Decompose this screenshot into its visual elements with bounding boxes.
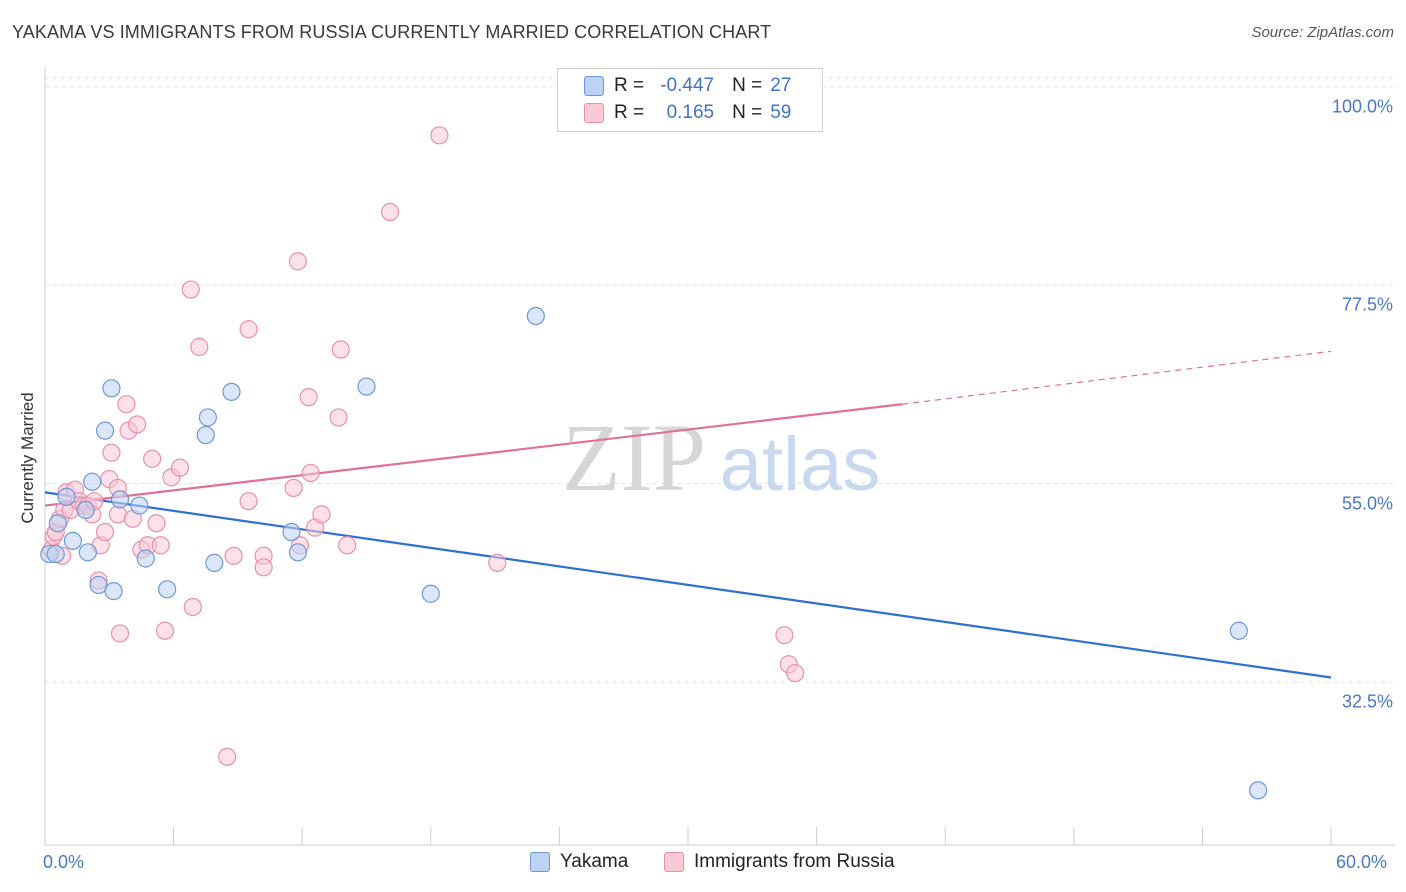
russia-point	[218, 747, 237, 766]
yakama-point	[63, 531, 82, 550]
russia-point	[775, 626, 794, 645]
correlation-legend: R = -0.447 N = 27 R = 0.165 N = 59	[557, 68, 823, 132]
russia-point	[239, 492, 258, 511]
russia-point	[786, 663, 805, 683]
russia-point	[488, 553, 507, 572]
russia-point	[301, 463, 320, 483]
russia-point	[329, 408, 348, 427]
yakama-point	[1229, 621, 1248, 640]
russia-point	[239, 320, 258, 339]
yakama-point	[357, 377, 376, 396]
russia-point	[117, 395, 136, 414]
russia-point	[254, 558, 273, 577]
legend-label-yakama: Yakama	[560, 851, 629, 872]
yakama-point	[104, 581, 123, 601]
russia-trend-extension	[902, 350, 1332, 405]
russia-point	[183, 597, 202, 617]
russia-point	[155, 621, 175, 640]
russia-point	[430, 126, 449, 145]
yakama-point	[196, 425, 215, 445]
russia-point	[338, 536, 357, 555]
legend-item-russia[interactable]: Immigrants from Russia	[664, 851, 895, 873]
yakama-point	[83, 472, 102, 491]
yakama-point	[136, 549, 155, 568]
yakama-swatch	[530, 852, 550, 872]
russia-point	[312, 505, 331, 524]
legend-item-yakama[interactable]: Yakama	[530, 851, 628, 873]
russia-point	[110, 624, 130, 643]
russia-point	[147, 514, 166, 533]
n-label: N =	[732, 75, 763, 96]
yakama-point	[130, 496, 149, 515]
axes	[44, 66, 1395, 846]
data-points	[40, 126, 1268, 800]
r-value-yakama: -0.447	[660, 75, 715, 96]
yakama-point	[76, 500, 95, 520]
russia-point	[108, 505, 127, 524]
watermark-atlas: atlas	[720, 422, 881, 507]
legend-row-russia: R = 0.165 N = 59	[584, 101, 791, 125]
yakama-point	[46, 544, 65, 564]
r-label: R =	[614, 102, 645, 123]
source-label: Source: ZipAtlas.com	[1251, 24, 1394, 41]
yakama-point	[48, 514, 67, 533]
russia-point	[284, 478, 303, 498]
gridlines	[45, 77, 1395, 683]
yakama-point	[78, 543, 97, 562]
yakama-point	[288, 543, 308, 562]
russia-trend-line	[44, 403, 903, 507]
yakama-point	[110, 490, 130, 509]
russia-point	[95, 522, 115, 542]
x-tick-max: 60.0%	[1336, 852, 1388, 872]
yakama-point	[95, 421, 115, 440]
y-tick-label: 77.5%	[1341, 294, 1393, 315]
russia-point	[380, 202, 400, 222]
trend-lines	[44, 350, 1332, 679]
y-tick-label: 32.5%	[1341, 691, 1393, 712]
watermark: ZIP atlas	[562, 404, 880, 511]
russia-point	[288, 252, 308, 271]
russia-point	[102, 443, 121, 462]
russia-swatch	[584, 103, 604, 123]
yakama-point	[222, 382, 241, 401]
russia-point	[170, 458, 190, 477]
russia-point	[181, 280, 200, 299]
russia-point	[151, 536, 170, 555]
yakama-trend-line	[44, 491, 1332, 679]
series-legend: Yakama Immigrants from Russia	[0, 851, 1406, 877]
yakama-point	[1249, 781, 1268, 800]
yakama-swatch	[584, 76, 604, 96]
yakama-point	[57, 487, 76, 506]
russia-swatch	[664, 852, 684, 872]
x-tick-min: 0.0%	[43, 852, 85, 872]
russia-point	[224, 546, 243, 565]
russia-point	[128, 415, 147, 434]
watermark-zip: ZIP	[562, 404, 706, 511]
legend-row-yakama: R = -0.447 N = 27	[584, 74, 791, 98]
n-value-yakama: 27	[770, 75, 792, 96]
yakama-point	[198, 408, 217, 427]
yakama-point	[282, 522, 301, 542]
russia-point	[143, 449, 162, 468]
yakama-point	[526, 306, 545, 326]
yakama-point	[158, 580, 177, 599]
yakama-point	[205, 553, 224, 572]
russia-point	[331, 340, 350, 359]
y-tick-label: 55.0%	[1341, 493, 1393, 514]
russia-point	[190, 337, 209, 356]
r-value-russia: 0.165	[666, 102, 715, 123]
r-label: R =	[614, 75, 645, 96]
n-value-russia: 59	[770, 102, 792, 123]
y-tick-label: 100.0%	[1331, 96, 1393, 117]
yakama-point	[421, 584, 440, 603]
n-label: N =	[732, 102, 763, 123]
legend-label-russia: Immigrants from Russia	[694, 851, 895, 872]
yakama-point	[102, 379, 121, 398]
chart-title: YAKAMA VS IMMIGRANTS FROM RUSSIA CURRENT…	[12, 22, 772, 42]
russia-point	[299, 388, 318, 407]
